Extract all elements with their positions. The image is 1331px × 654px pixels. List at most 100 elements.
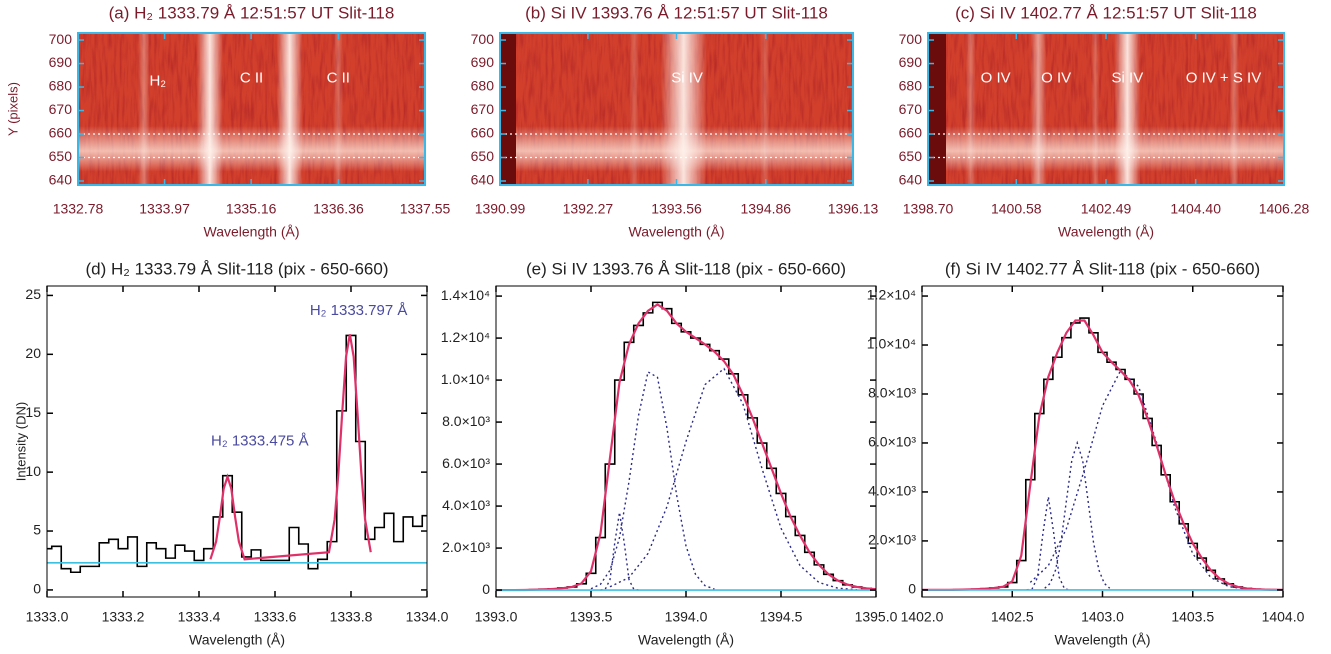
y-axis-label: Y (pixels) xyxy=(5,82,20,136)
x-axis-label: Wavelength (Å) xyxy=(189,632,285,648)
image-band-v xyxy=(660,33,707,185)
plot-frame xyxy=(46,285,428,598)
peak-label: H₂ 1333.797 Å xyxy=(310,302,408,319)
plot-area xyxy=(921,285,1284,598)
gaussian-component xyxy=(609,367,858,591)
y-tick-label: 6.0×10³ xyxy=(868,434,916,450)
image-edge xyxy=(928,33,946,185)
fit-line xyxy=(209,334,372,561)
y-tick-label: 6.0×10³ xyxy=(442,455,490,471)
y-tick-label: 650 xyxy=(49,148,73,164)
x-tick-label: 1392.27 xyxy=(563,201,614,217)
image-band-v xyxy=(1030,33,1047,185)
y-tick-label: 670 xyxy=(899,101,923,117)
y-tick-label: 0 xyxy=(482,581,490,597)
x-tick-label: 1394.5 xyxy=(760,609,803,625)
line-label: C II xyxy=(327,70,350,87)
y-tick-label: 700 xyxy=(899,31,923,47)
line-label: O IV xyxy=(1041,70,1071,87)
panel-title: (c) Si IV 1402.77 Å 12:51:57 UT Slit-118 xyxy=(955,3,1257,22)
spectrogram-image xyxy=(928,33,1284,185)
x-axis-label: Wavelength (Å) xyxy=(1055,632,1151,648)
x-tick-label: 1395.0 xyxy=(855,609,898,625)
image-band-v xyxy=(333,33,344,185)
y-tick-label: 690 xyxy=(471,54,495,70)
fit-line xyxy=(496,303,876,592)
x-tick-label: 1333.2 xyxy=(102,609,145,625)
plot-area: H₂ 1333.797 Å H₂ 1333.475 Å xyxy=(46,285,428,598)
image-band-v xyxy=(1229,33,1240,185)
observed-spectrum xyxy=(496,301,876,591)
y-tick-label: 650 xyxy=(471,148,495,164)
x-tick-label: 1398.70 xyxy=(903,201,954,217)
y-tick-label: 5 xyxy=(33,522,41,538)
y-tick-label: 700 xyxy=(471,31,495,47)
x-tick-label: 1404.0 xyxy=(1262,609,1305,625)
gaussian-component xyxy=(600,512,639,591)
x-tick-label: 1335.16 xyxy=(226,201,277,217)
y-tick-label: 690 xyxy=(899,54,923,70)
gaussian-component xyxy=(1026,496,1071,591)
y-tick-label: 1.0×10⁴ xyxy=(867,336,916,352)
x-tick-label: 1393.5 xyxy=(570,609,613,625)
line-label: C II xyxy=(240,70,263,87)
image-edge xyxy=(500,33,516,185)
y-tick-label: 640 xyxy=(49,172,73,188)
y-tick-label: 10 xyxy=(25,463,41,479)
observed-spectrum xyxy=(47,334,427,574)
series-group xyxy=(496,301,876,592)
gaussian-component xyxy=(1044,440,1111,589)
x-tick-label: 1334.0 xyxy=(406,609,449,625)
y-tick-label: 660 xyxy=(899,125,923,141)
image-band-v xyxy=(137,33,150,185)
line-label: Si IV xyxy=(1112,70,1144,87)
y-axis-label: Intensity (DN) xyxy=(13,402,28,481)
y-tick-label: 1.2×10⁴ xyxy=(867,287,916,303)
x-tick-label: 1396.13 xyxy=(828,201,879,217)
image-band-v xyxy=(1114,33,1141,185)
y-tick-label: 8.0×10³ xyxy=(868,385,916,401)
panel-title: (e) Si IV 1393.76 Å Slit-118 (pix - 650-… xyxy=(526,259,846,278)
y-tick-label: 2.0×10³ xyxy=(868,532,916,548)
x-tick-label: 1333.0 xyxy=(26,609,69,625)
image-band-h xyxy=(78,126,425,172)
x-tick-label: 1332.78 xyxy=(53,201,104,217)
x-tick-label: 1336.36 xyxy=(313,201,364,217)
peak-label: H₂ 1333.475 Å xyxy=(211,432,309,449)
x-tick-label: 1404.40 xyxy=(1170,201,1221,217)
panel-title: (f) Si IV 1402.77 Å Slit-118 (pix - 650-… xyxy=(945,259,1260,278)
y-tick-label: 660 xyxy=(471,125,495,141)
series-group xyxy=(47,334,427,574)
y-tick-label: 670 xyxy=(49,101,73,117)
x-tick-label: 1394.86 xyxy=(740,201,791,217)
y-tick-label: 2.0×10³ xyxy=(442,539,490,555)
x-tick-label: 1402.5 xyxy=(991,609,1034,625)
image-band-v xyxy=(629,33,640,185)
x-axis-label: Wavelength (Å) xyxy=(638,632,734,648)
y-tick-label: 640 xyxy=(899,172,923,188)
y-tick-label: 25 xyxy=(25,286,41,302)
y-tick-label: 20 xyxy=(25,345,41,361)
gaussian-component xyxy=(590,370,715,590)
x-tick-label: 1393.56 xyxy=(651,201,702,217)
fit-line xyxy=(922,319,1283,591)
image-band-v xyxy=(196,33,223,185)
x-tick-label: 1333.8 xyxy=(330,609,373,625)
gaussian-component xyxy=(1029,369,1247,590)
y-tick-label: 660 xyxy=(49,125,73,141)
y-tick-label: 680 xyxy=(471,78,495,94)
y-tick-label: 1.4×10⁴ xyxy=(441,287,490,303)
x-tick-label: 1390.99 xyxy=(475,201,526,217)
line-label: H₂ xyxy=(149,73,166,90)
x-axis-label: Wavelength (Å) xyxy=(629,224,725,240)
y-tick-label: 1.0×10⁴ xyxy=(441,371,490,387)
line-label: Si IV xyxy=(671,70,703,87)
x-tick-label: 1406.28 xyxy=(1259,201,1310,217)
y-tick-label: 650 xyxy=(899,148,923,164)
observed-spectrum xyxy=(922,317,1283,591)
plot-area: O IV O IV Si IV O IV + S IV xyxy=(927,32,1285,186)
x-tick-label: 1402.49 xyxy=(1081,201,1132,217)
x-tick-label: 1333.97 xyxy=(139,201,190,217)
y-tick-label: 8.0×10³ xyxy=(442,413,490,429)
